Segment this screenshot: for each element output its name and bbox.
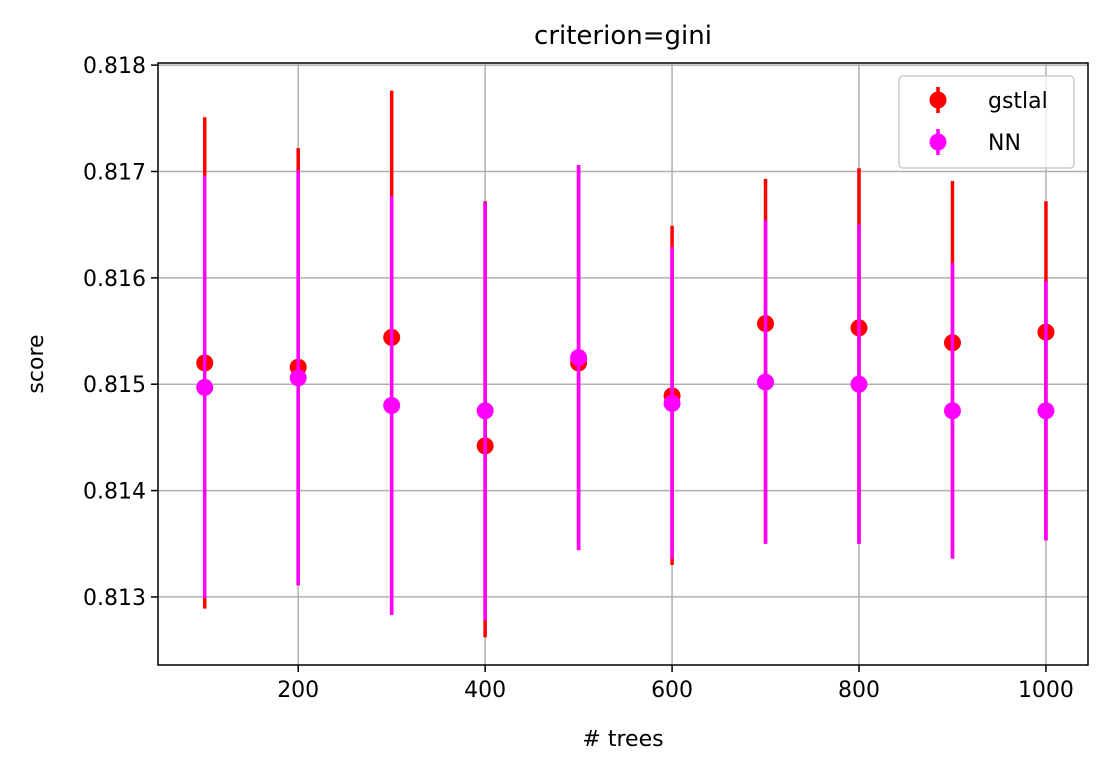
data-point — [757, 373, 775, 391]
x-tick-label: 1000 — [1018, 678, 1074, 703]
y-tick-label: 0.814 — [83, 480, 146, 505]
x-tick-label: 800 — [838, 678, 880, 703]
x-tick-label: 600 — [651, 678, 693, 703]
y-tick-label: 0.818 — [83, 54, 146, 79]
data-point — [850, 375, 868, 393]
data-point — [289, 369, 307, 387]
legend-marker-gstlal — [929, 87, 947, 113]
y-axis-ticks: 0.813 0.814 0.815 0.816 0.817 0.818 — [83, 54, 158, 611]
data-point — [663, 394, 681, 412]
plot-frame — [157, 62, 1089, 666]
data-point — [1037, 402, 1055, 420]
x-axis-ticks: 200 400 600 800 1000 — [277, 665, 1074, 703]
data-point — [196, 378, 214, 396]
series-layer — [196, 90, 1055, 638]
chart-title: criterion=gini — [534, 21, 712, 51]
x-tick-label: 400 — [464, 678, 506, 703]
data-point — [476, 402, 494, 420]
legend-marker-nn — [929, 129, 947, 155]
legend-label-gstlal: gstlal — [988, 89, 1048, 114]
legend-label-nn: NN — [988, 131, 1021, 156]
y-tick-label: 0.813 — [83, 586, 146, 611]
legend: gstlal NN — [898, 75, 1075, 169]
y-tick-label: 0.817 — [83, 160, 146, 185]
y-tick-label: 0.816 — [83, 267, 146, 292]
legend-point — [929, 133, 947, 151]
data-point — [383, 396, 401, 414]
x-axis-label: # trees — [582, 727, 663, 752]
data-point — [570, 349, 588, 367]
data-point — [943, 402, 961, 420]
legend-point — [929, 91, 947, 109]
y-tick-label: 0.815 — [83, 373, 146, 398]
series-nn — [196, 165, 1055, 621]
y-axis-label: score — [24, 334, 49, 393]
x-tick-label: 200 — [277, 678, 319, 703]
